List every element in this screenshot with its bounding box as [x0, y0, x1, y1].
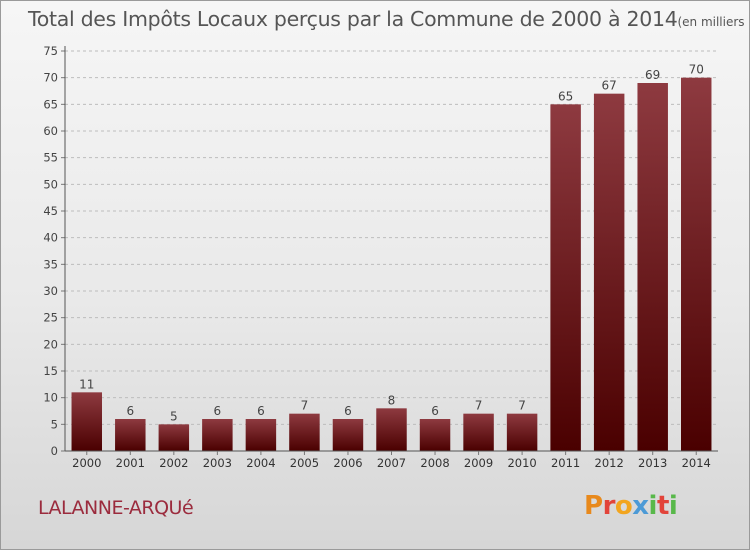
- y-tick-label: 75: [43, 44, 58, 58]
- bar: [202, 419, 233, 451]
- bar-value-label: 5: [170, 409, 178, 423]
- chart-title: Total des Impôts Locaux perçus par la Co…: [28, 7, 749, 31]
- y-tick-label: 30: [43, 284, 58, 298]
- bar: [637, 83, 668, 451]
- x-tick-label: 2009: [464, 456, 493, 470]
- chart-unit: (en milliers d'€): [677, 15, 749, 29]
- bar-value-label: 70: [689, 63, 704, 77]
- logo-letter: i: [668, 491, 678, 521]
- x-tick-label: 2008: [420, 456, 449, 470]
- y-tick-label: 35: [43, 257, 58, 271]
- bar-value-label: 6: [431, 404, 439, 418]
- bar: [680, 77, 712, 452]
- bar: [419, 419, 451, 451]
- bar-value-label: 11: [79, 377, 94, 391]
- bar-value-label: 8: [388, 393, 396, 407]
- bar: [463, 413, 494, 451]
- y-tick-label: 40: [43, 231, 58, 245]
- x-tick-label: 2010: [507, 456, 536, 470]
- logo-letter: r: [602, 491, 616, 521]
- bar-value-label: 7: [475, 399, 483, 413]
- y-tick-label: 50: [43, 177, 58, 191]
- x-tick-label: 2013: [638, 456, 667, 470]
- y-tick-label: 5: [51, 417, 58, 431]
- bar-value-label: 7: [518, 399, 526, 413]
- bar: [550, 104, 581, 451]
- x-tick-label: 2011: [551, 456, 580, 470]
- bar-value-label: 65: [558, 89, 573, 103]
- y-tick-label: 55: [43, 151, 58, 165]
- y-tick-label: 65: [43, 97, 58, 111]
- bar: [245, 419, 277, 451]
- x-tick-label: 2002: [159, 456, 188, 470]
- x-tick-label: 2005: [290, 456, 319, 470]
- x-tick-label: 2012: [595, 456, 624, 470]
- y-tick-label: 0: [51, 444, 58, 458]
- x-tick-label: 2007: [377, 456, 406, 470]
- x-tick-label: 2000: [72, 456, 101, 470]
- bar: [158, 424, 190, 451]
- bar-value-label: 6: [344, 404, 352, 418]
- y-tick-label: 15: [43, 364, 58, 378]
- y-tick-label: 20: [43, 337, 58, 351]
- x-tick-label: 2006: [333, 456, 362, 470]
- y-tick-label: 45: [43, 204, 58, 218]
- logo-letter: x: [632, 491, 649, 521]
- chart-title-text: Total des Impôts Locaux perçus par la Co…: [28, 7, 678, 31]
- bar: [376, 408, 407, 451]
- y-tick-label: 25: [43, 311, 58, 325]
- bar: [289, 413, 320, 451]
- bar: [115, 419, 146, 451]
- logo-letter: t: [656, 491, 669, 521]
- bar: [332, 419, 364, 451]
- bar-value-label: 6: [214, 404, 222, 418]
- bar-value-label: 69: [645, 68, 660, 82]
- y-tick-label: 70: [43, 71, 58, 85]
- y-tick-label: 60: [43, 124, 58, 138]
- logo-letter: P: [584, 491, 603, 521]
- bar-value-label: 6: [126, 404, 134, 418]
- bar: [71, 392, 103, 451]
- bar-value-label: 7: [301, 399, 309, 413]
- logo-letter: i: [648, 491, 658, 521]
- bar: [506, 413, 538, 451]
- proxiti-logo[interactable]: Proxiti: [584, 491, 678, 521]
- commune-name: LALANNE-ARQUé: [38, 497, 194, 519]
- x-tick-label: 2001: [116, 456, 145, 470]
- bar-value-label: 6: [257, 404, 265, 418]
- x-tick-label: 2004: [246, 456, 275, 470]
- logo-letter: o: [614, 491, 633, 521]
- y-tick-label: 10: [43, 391, 58, 405]
- x-tick-label: 2003: [203, 456, 232, 470]
- bar: [593, 93, 625, 452]
- bar-value-label: 67: [602, 79, 617, 93]
- x-tick-label: 2014: [682, 456, 711, 470]
